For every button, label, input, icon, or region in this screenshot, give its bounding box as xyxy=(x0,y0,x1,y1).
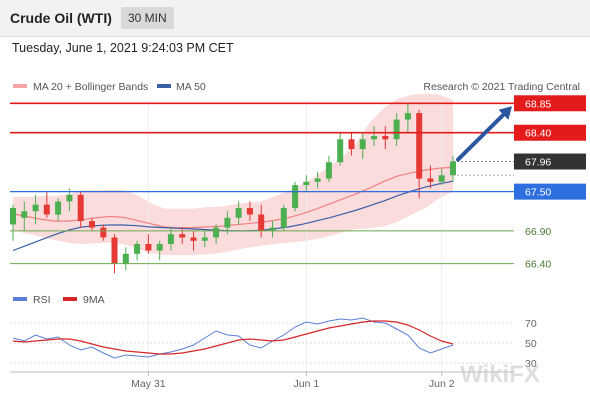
candle-body-17 xyxy=(201,237,208,241)
candle-body-21 xyxy=(246,208,253,215)
ma20-line xyxy=(12,166,454,229)
candle-body-10 xyxy=(122,253,129,264)
candle-body-0 xyxy=(10,208,16,225)
candle-body-11 xyxy=(134,244,141,254)
candle-body-29 xyxy=(337,139,344,163)
instrument-title: Crude Oil (WTI) xyxy=(10,10,112,26)
candle-body-15 xyxy=(179,234,186,238)
rsi-tick-0: 70 xyxy=(525,318,537,330)
forecast-arrow-head xyxy=(498,106,512,120)
ma50-swatch xyxy=(157,84,171,88)
rsi-tick-1: 50 xyxy=(525,338,537,350)
candle-body-9 xyxy=(111,237,118,264)
level-badge-3 xyxy=(514,183,586,200)
candle-body-26 xyxy=(303,181,310,186)
level-label-1: 68.40 xyxy=(525,128,551,140)
candle-body-28 xyxy=(325,162,332,179)
level-label-5: 66.40 xyxy=(525,259,551,271)
candle-body-5 xyxy=(66,194,73,202)
candle-body-7 xyxy=(89,221,95,228)
candle-body-22 xyxy=(258,214,265,231)
candle-body-20 xyxy=(235,208,242,218)
copyright: Research © 2021 Trading Central xyxy=(423,81,580,93)
candle-body-6 xyxy=(77,194,84,222)
legend-ma20: MA 20 + Bollinger Bands xyxy=(33,81,148,93)
candle-body-24 xyxy=(280,208,287,228)
rsi-swatch xyxy=(13,297,27,301)
rsi-legend: RSI 9MA xyxy=(13,294,105,306)
candle-body-30 xyxy=(348,139,355,150)
candle-body-16 xyxy=(190,237,197,241)
candle-body-39 xyxy=(450,161,456,176)
rsi-line xyxy=(12,317,454,359)
candle-body-32 xyxy=(371,136,377,140)
candle-body-8 xyxy=(100,227,107,238)
candle-body-4 xyxy=(55,201,62,215)
candle-body-14 xyxy=(167,234,174,244)
candle-body-37 xyxy=(427,178,434,182)
legend-rsi-ma: 9MA xyxy=(83,294,105,306)
rsi-ma-line xyxy=(12,320,454,355)
level-badge-1 xyxy=(514,124,586,141)
candle-body-36 xyxy=(416,113,423,179)
candle-body-19 xyxy=(224,217,231,228)
candle-body-3 xyxy=(43,204,50,215)
level-label-3: 67.50 xyxy=(525,187,551,199)
timeframe-badge[interactable]: 30 MIN xyxy=(121,7,174,29)
candle-body-12 xyxy=(145,244,152,251)
level-badge-0 xyxy=(514,95,586,112)
chart-header: Crude Oil (WTI) 30 MIN xyxy=(0,0,590,37)
candle-body-25 xyxy=(292,185,299,208)
x-tick-label-1: Jun 1 xyxy=(293,378,319,390)
candle-body-33 xyxy=(382,136,389,140)
bollinger-band xyxy=(13,93,453,256)
candle-body-34 xyxy=(393,119,400,140)
rsi-ma-swatch xyxy=(63,297,77,301)
legend-rsi: RSI xyxy=(33,294,51,306)
level-label-0: 68.85 xyxy=(525,98,551,110)
candle-body-1 xyxy=(21,211,28,218)
candle-body-13 xyxy=(156,244,163,251)
x-tick-label-0: May 31 xyxy=(131,378,166,390)
candle-body-31 xyxy=(359,139,366,150)
legend-ma50: MA 50 xyxy=(176,81,206,93)
x-tick-label-2: Jun 2 xyxy=(429,378,455,390)
watermark: WikiFX xyxy=(460,361,540,388)
level-badge-2 xyxy=(514,153,586,170)
legend: MA 20 + Bollinger Bands MA 50 Research ©… xyxy=(13,81,580,93)
forecast-arrow-shaft xyxy=(456,112,506,162)
candle-body-27 xyxy=(314,178,321,182)
level-label-4: 66.90 xyxy=(525,226,551,238)
rsi-tick-2: 30 xyxy=(525,358,537,370)
timestamp: Tuesday, June 1, 2021 9:24:03 PM CET xyxy=(12,41,234,55)
candle-body-23 xyxy=(269,227,276,231)
candle-body-35 xyxy=(404,113,411,120)
candle-body-38 xyxy=(438,175,445,182)
ma20-swatch xyxy=(13,84,27,88)
candle-body-2 xyxy=(32,204,39,212)
candle-body-18 xyxy=(213,227,220,238)
level-label-2: 67.96 xyxy=(525,157,551,169)
